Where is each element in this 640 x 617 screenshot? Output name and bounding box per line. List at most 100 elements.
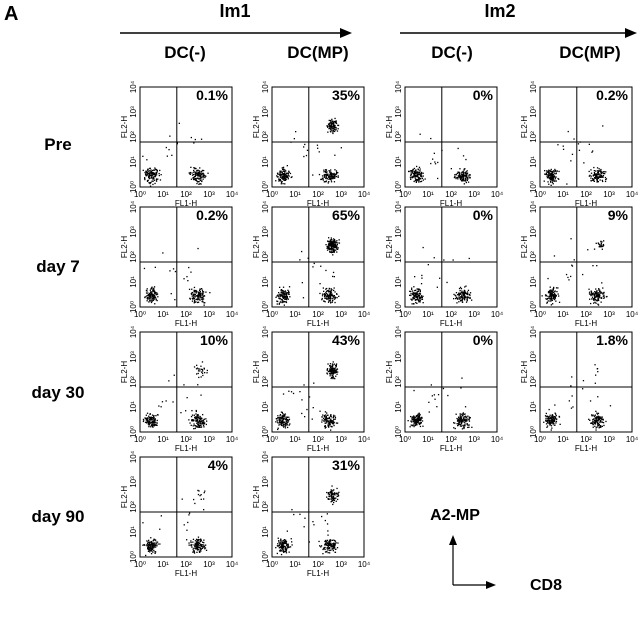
event-dot [595,288,597,290]
event-dot [331,244,334,246]
event-dot [151,543,153,545]
plot-frame [139,331,233,433]
event-dot [329,363,332,365]
event-dot [282,550,284,553]
event-dot [328,426,330,428]
event-dot [328,128,330,130]
event-dot [602,293,604,295]
event-dot [148,548,150,550]
event-dot [197,540,199,542]
event-dot [147,418,149,420]
event-dot [589,298,591,300]
event-dot [329,375,331,377]
event-dot [285,178,288,180]
event-dot [312,521,314,523]
event-dot [150,540,153,543]
event-dot [142,169,144,171]
x-tick-label: 10⁰ [399,435,411,444]
event-dot [154,174,157,176]
event-dot [197,172,199,174]
event-dot [464,415,466,418]
event-dot [460,413,462,415]
event-dot [424,178,426,180]
event-dot [327,182,329,184]
event-dot [332,494,334,496]
event-dot [462,426,465,428]
y-tick-label: 10² [529,376,538,388]
event-dot [413,420,416,422]
event-dot [593,180,595,182]
event-dot [553,298,556,301]
event-dot [321,178,323,180]
plot-frame [404,206,498,308]
event-dot [554,178,556,180]
event-dot [596,296,598,298]
event-dot [468,174,470,176]
event-dot [462,173,464,175]
event-dot [325,180,328,182]
event-dot [190,166,192,168]
event-dot [197,173,199,175]
event-dot [195,416,198,418]
event-dot [461,428,464,430]
event-dot [462,412,464,414]
event-dot [418,423,421,426]
event-dot [545,418,547,420]
event-dot [545,412,547,415]
event-dot [593,170,595,172]
event-dot [329,174,331,176]
x-tick-label: 10⁰ [534,435,546,444]
event-dot [197,372,199,375]
event-dot [545,173,547,176]
event-dot [465,285,467,287]
event-dot [463,183,465,185]
event-dot [596,418,598,420]
event-dot [595,427,597,429]
event-dot [291,176,293,178]
event-dot [280,543,282,545]
event-dot [154,551,156,553]
event-dot [602,422,605,424]
event-dot [326,418,328,420]
event-dot [281,299,284,301]
event-dot [282,417,285,420]
event-dot [460,387,462,389]
event-dot [601,416,603,418]
event-dot [415,299,417,301]
event-dot [420,419,422,421]
event-dot [465,420,467,423]
event-dot [152,551,154,553]
event-dot [461,290,463,292]
event-dot [318,540,320,543]
event-dot [544,415,547,417]
event-dot [306,149,309,151]
event-dot [150,176,152,179]
event-dot [198,422,200,424]
event-dot [437,161,439,164]
event-dot [468,420,471,422]
y-tick-label: 10² [529,131,538,143]
event-dot [328,543,331,546]
event-dot [279,423,281,425]
event-dot [458,422,460,424]
event-dot [603,240,605,242]
event-dot [152,422,154,424]
event-dot [287,176,289,179]
event-dot [418,166,421,168]
event-dot [334,297,336,300]
event-dot [326,369,328,371]
event-dot [202,419,205,421]
event-dot [334,365,337,367]
x-tick-label: 10¹ [289,190,301,199]
event-dot [328,170,330,172]
event-dot [600,291,602,293]
event-dot [288,416,290,418]
event-dot [592,419,594,421]
event-dot [288,390,290,392]
event-dot [552,183,554,185]
event-dot [578,149,581,151]
event-dot [419,173,421,175]
event-dot [466,423,468,425]
x-tick-label: 10³ [468,435,480,444]
event-dot [154,539,156,541]
